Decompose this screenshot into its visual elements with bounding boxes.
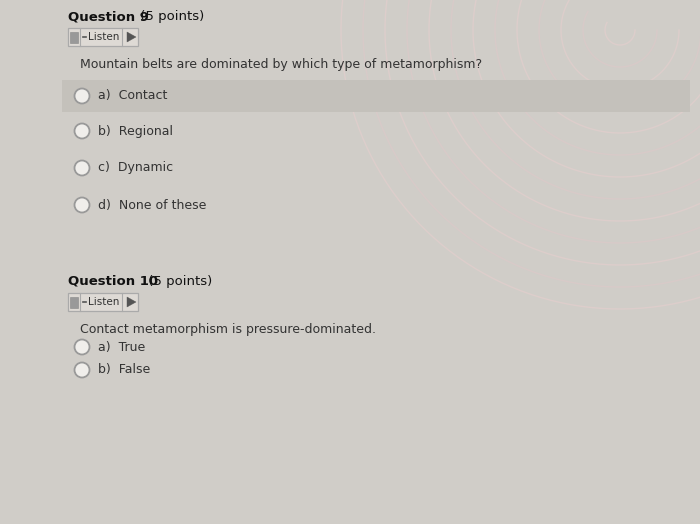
FancyBboxPatch shape <box>62 80 690 112</box>
Text: d)  None of these: d) None of these <box>98 199 206 212</box>
Text: b)  False: b) False <box>98 364 150 377</box>
FancyBboxPatch shape <box>70 297 78 308</box>
Text: a)  Contact: a) Contact <box>98 90 167 103</box>
FancyBboxPatch shape <box>68 293 138 311</box>
FancyBboxPatch shape <box>70 32 78 43</box>
Circle shape <box>74 89 90 104</box>
Text: Mountain belts are dominated by which type of metamorphism?: Mountain belts are dominated by which ty… <box>80 58 482 71</box>
Text: Listen: Listen <box>88 32 120 42</box>
Text: Question 9: Question 9 <box>68 10 149 23</box>
Text: Listen: Listen <box>88 297 120 307</box>
FancyBboxPatch shape <box>68 28 138 46</box>
Text: b)  Regional: b) Regional <box>98 125 173 137</box>
Circle shape <box>74 160 90 176</box>
Circle shape <box>74 198 90 213</box>
Circle shape <box>74 340 90 355</box>
Text: (5 points): (5 points) <box>136 10 204 23</box>
Polygon shape <box>127 32 136 42</box>
Text: Contact metamorphism is pressure-dominated.: Contact metamorphism is pressure-dominat… <box>80 323 376 336</box>
Circle shape <box>74 363 90 377</box>
Text: a)  True: a) True <box>98 341 146 354</box>
Circle shape <box>74 124 90 138</box>
Polygon shape <box>127 297 136 307</box>
Text: c)  Dynamic: c) Dynamic <box>98 161 173 174</box>
Text: (5 points): (5 points) <box>144 275 212 288</box>
Text: Question 10: Question 10 <box>68 275 158 288</box>
